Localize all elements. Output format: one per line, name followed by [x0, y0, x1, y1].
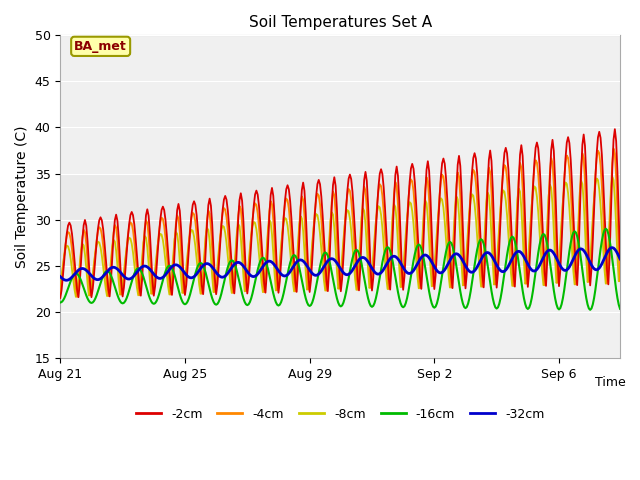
Bar — [60, 174, 620, 265]
Bar — [60, 265, 620, 358]
Y-axis label: Soil Temperature (C): Soil Temperature (C) — [15, 125, 29, 268]
Legend: -2cm, -4cm, -8cm, -16cm, -32cm: -2cm, -4cm, -8cm, -16cm, -32cm — [131, 403, 549, 426]
Bar — [60, 36, 620, 174]
Text: Time: Time — [595, 375, 626, 388]
Title: Soil Temperatures Set A: Soil Temperatures Set A — [248, 15, 432, 30]
Text: BA_met: BA_met — [74, 40, 127, 53]
